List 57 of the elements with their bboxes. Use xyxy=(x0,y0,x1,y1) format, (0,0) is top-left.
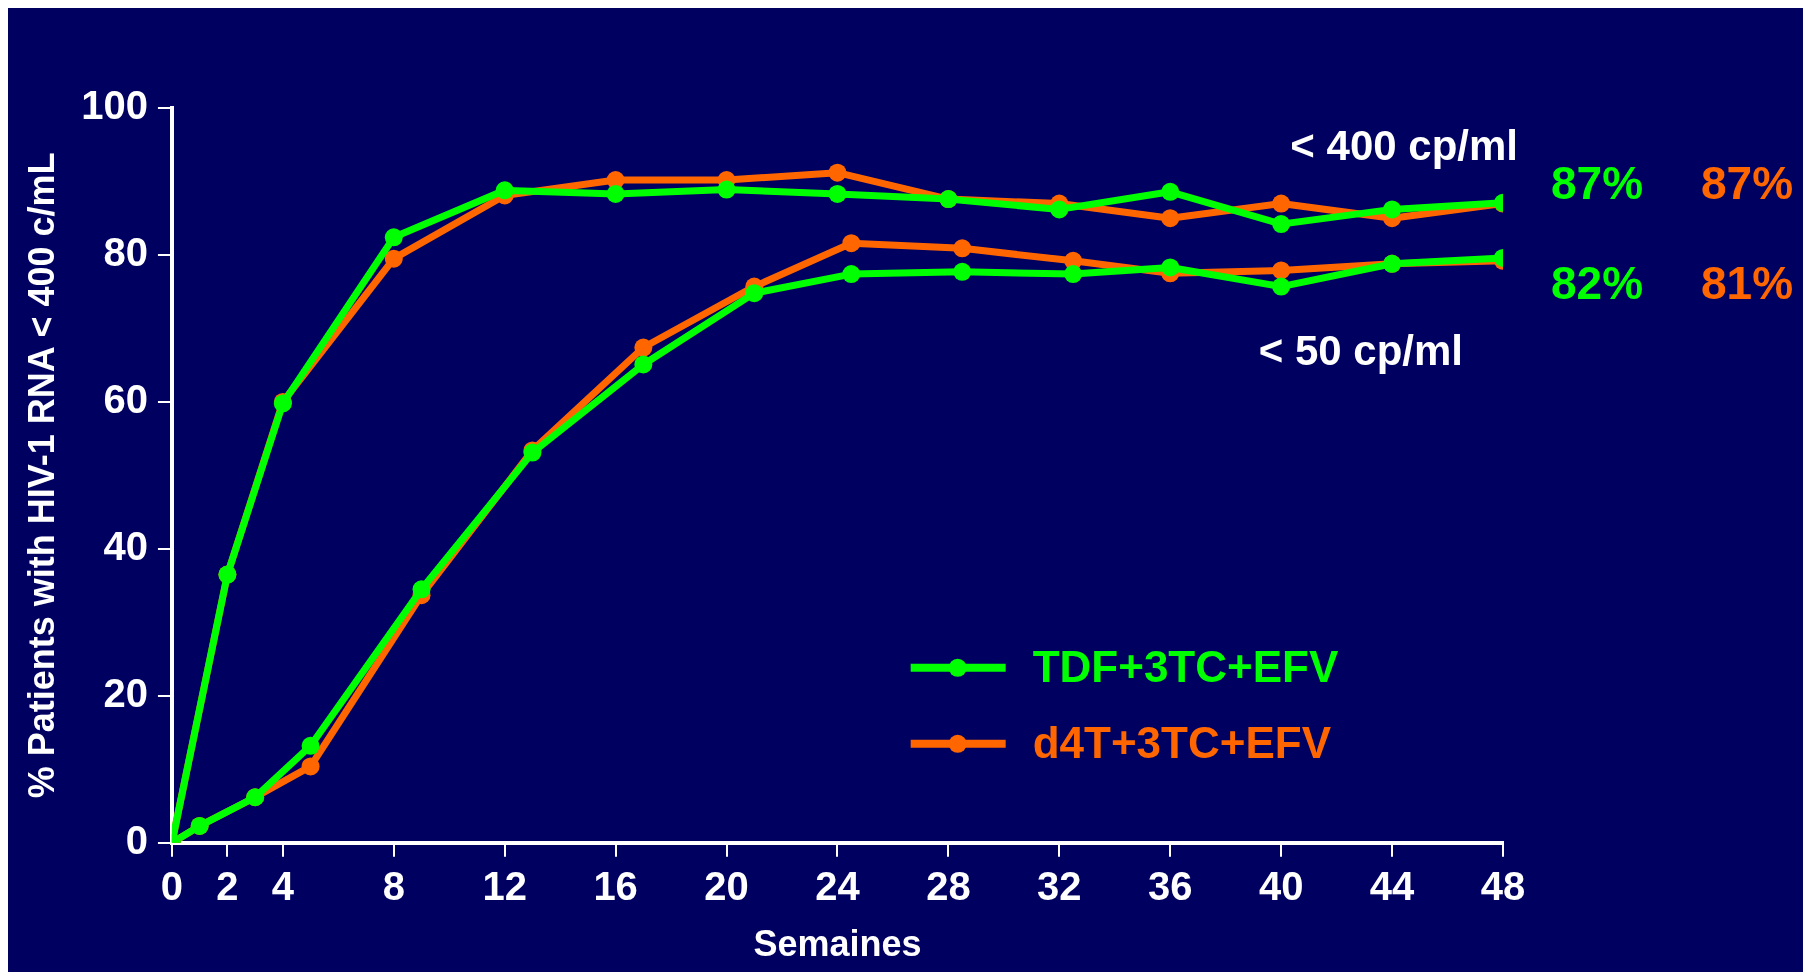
point xyxy=(301,736,320,755)
text: 82% xyxy=(1551,256,1644,309)
x-tick-label: 36 xyxy=(1147,863,1193,908)
legend-label: d4T+3TC+EFV xyxy=(1032,717,1332,767)
text: 87% xyxy=(1551,156,1644,209)
point xyxy=(301,757,320,776)
point xyxy=(606,184,625,203)
point xyxy=(1050,200,1069,219)
point xyxy=(828,163,847,182)
x-tick-label: 20 xyxy=(704,863,749,908)
point xyxy=(634,338,653,357)
point xyxy=(1272,277,1291,296)
point xyxy=(1161,258,1180,277)
x-tick-label: 40 xyxy=(1258,863,1304,908)
point xyxy=(1383,200,1402,219)
point xyxy=(634,355,653,374)
legend-label: TDF+3TC+EFV xyxy=(1032,641,1339,691)
x-tick-label: 2 xyxy=(216,863,239,908)
y-tick-label: 80 xyxy=(103,229,148,274)
y-tick-label: 20 xyxy=(103,670,148,715)
point xyxy=(1272,261,1291,280)
point xyxy=(1161,182,1180,201)
y-tick-label: 100 xyxy=(81,83,148,128)
point xyxy=(1272,215,1291,234)
point xyxy=(828,184,847,203)
x-tick-label: 28 xyxy=(926,863,971,908)
y-tick-label: 0 xyxy=(125,817,148,862)
point xyxy=(1161,209,1180,228)
y-tick-label: 40 xyxy=(103,523,148,568)
text: 87% xyxy=(1701,156,1794,209)
x-axis-title: Semaines xyxy=(753,923,922,965)
y-tick-label: 60 xyxy=(103,376,148,421)
point xyxy=(1064,265,1083,284)
point xyxy=(953,239,972,258)
text: 81% xyxy=(1701,256,1794,309)
x-tick-label: 48 xyxy=(1480,863,1526,908)
point xyxy=(384,249,403,268)
x-tick-label: 24 xyxy=(815,863,861,908)
point xyxy=(495,181,514,200)
point xyxy=(717,180,736,199)
point xyxy=(842,234,861,253)
point xyxy=(412,580,431,599)
annotation: < 400 cp/ml xyxy=(1290,121,1518,169)
point xyxy=(1272,194,1291,213)
x-tick-label: 44 xyxy=(1369,863,1416,908)
x-tick-label: 4 xyxy=(271,863,295,908)
annotation: < 50 cp/ml xyxy=(1258,326,1463,374)
x-tick-label: 0 xyxy=(160,863,184,908)
y-axis-title: % Patients with HIV-1 RNA < 400 c/mL xyxy=(20,152,62,799)
point xyxy=(384,228,403,247)
point xyxy=(745,284,764,303)
point xyxy=(953,262,972,281)
x-tick-label: 16 xyxy=(593,863,638,908)
point xyxy=(842,265,861,284)
x-tick-label: 32 xyxy=(1037,863,1082,908)
x-tick-label: 8 xyxy=(382,863,405,908)
x-tick-label: 12 xyxy=(482,863,527,908)
